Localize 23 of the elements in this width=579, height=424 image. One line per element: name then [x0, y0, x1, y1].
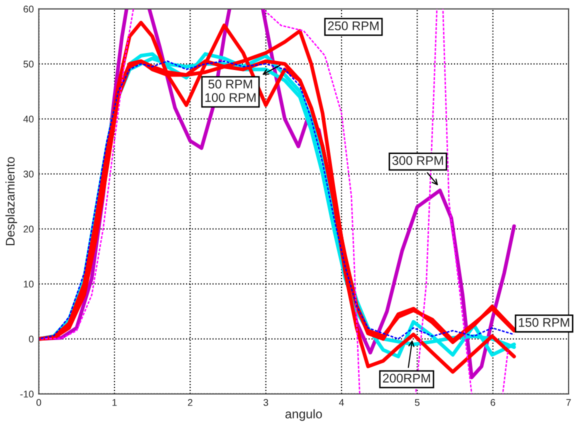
- y-tick-label: 30: [23, 170, 34, 178]
- y-axis-title: Desplazamiento: [5, 157, 18, 246]
- y-tick-label: 10: [24, 280, 34, 288]
- annotation: 300 RPM: [392, 156, 443, 166]
- x-tick-label: 3: [264, 399, 268, 406]
- y-tick-label: 20: [24, 226, 34, 233]
- y-tick-label: 50: [24, 60, 34, 68]
- annotation: 150 RPM: [518, 318, 570, 327]
- y-tick-label: 60: [24, 6, 34, 13]
- annotation: 200RPM: [382, 374, 430, 383]
- x-tick-label: 2: [188, 399, 192, 406]
- x-tick-label: 0: [36, 399, 42, 406]
- annotation: 250 RPM: [328, 21, 378, 30]
- x-tick-label: 4: [339, 399, 344, 406]
- x-tick-label: 5: [414, 399, 420, 406]
- x-tick-label: 7: [566, 399, 571, 406]
- annotation: 50 RPM 100 RPM: [205, 80, 256, 102]
- x-tick-label: 1: [112, 399, 117, 406]
- y-tick-label: 40: [23, 116, 34, 123]
- y-tick-label: 0: [28, 336, 34, 343]
- x-axis-title: angulo: [285, 409, 322, 421]
- y-tick-label: -10: [20, 390, 34, 398]
- x-tick-label: 6: [490, 399, 496, 406]
